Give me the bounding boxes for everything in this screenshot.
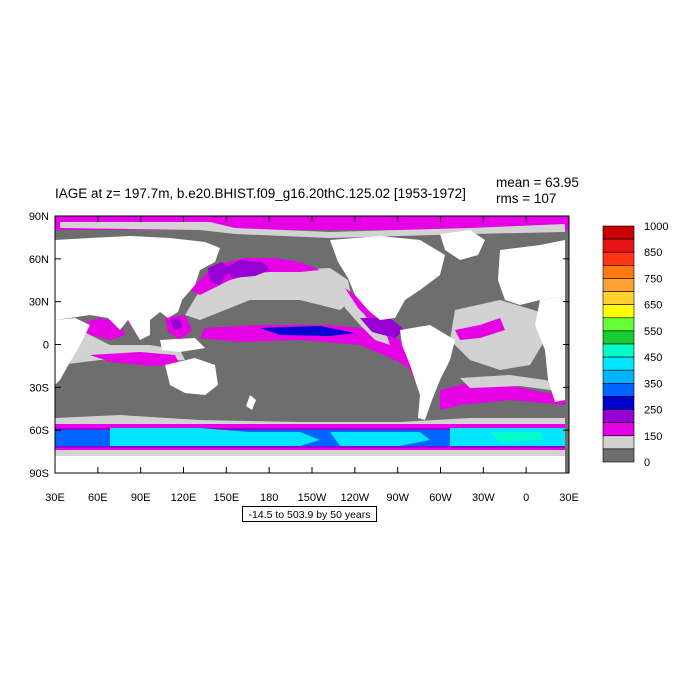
mean-value: mean = 63.95 — [496, 175, 579, 190]
so-aqua — [490, 432, 545, 442]
x-tick-label: 60W — [429, 492, 452, 504]
y-tick-label: 90N — [29, 211, 49, 223]
x-axis: 30E 60E 90E 120E 150E 180 150W 120W 90W 60W 30W 0 30… — [45, 216, 579, 504]
colorbar-box — [602, 448, 635, 463]
y-tick-label: 90S — [29, 468, 49, 480]
land-asia — [55, 236, 220, 340]
colorbar: 1000 850 750 650 550 450 350 250 150 0 — [602, 221, 668, 469]
x-tick-label: 150E — [213, 492, 239, 504]
y-axis: 90N 60N 30N 0 30S 60S 90S — [29, 211, 569, 480]
colorbar-box — [602, 291, 635, 305]
colorbar-label: 350 — [644, 378, 662, 390]
land-greenland — [440, 230, 485, 260]
scs-purple — [170, 318, 182, 330]
x-tick-label: 150W — [298, 492, 327, 504]
y-tick-label: 30S — [29, 382, 49, 394]
eq-pacific-purple-2 — [360, 318, 405, 338]
land-africa-east — [535, 296, 565, 402]
colorbar-box — [602, 317, 635, 332]
land-south-america — [400, 325, 455, 420]
x-tick-label: 30E — [45, 492, 65, 504]
x-tick-label: 180 — [260, 492, 278, 504]
colorbar-label: 750 — [644, 273, 662, 285]
colorbar-box — [602, 343, 635, 358]
colorbar-box — [602, 225, 635, 240]
colorbar-box — [602, 369, 635, 384]
so-cyan-2 — [330, 432, 430, 446]
x-tick-label: 30E — [559, 492, 579, 504]
land-north-america — [330, 236, 445, 320]
land-masses — [55, 230, 565, 473]
land-europe — [498, 240, 565, 305]
eq-pacific-purple — [260, 326, 355, 336]
colorbar-box — [602, 251, 635, 266]
colorbar-box — [602, 409, 635, 423]
x-tick-label: 90W — [386, 492, 409, 504]
x-tick-label: 120E — [171, 492, 197, 504]
colorbar-box — [602, 304, 635, 319]
land-nz — [246, 395, 256, 410]
x-tick-label: 120W — [340, 492, 369, 504]
land-indonesia — [160, 338, 205, 352]
y-tick-label: 60N — [29, 254, 49, 266]
arabian-magenta — [75, 318, 125, 340]
colorbar-label: 150 — [644, 431, 662, 443]
okhotsk-blue — [208, 262, 230, 285]
land-australia — [165, 358, 218, 395]
colorbar-label: 650 — [644, 300, 662, 312]
x-tick-label: 60E — [88, 492, 108, 504]
x-tick-label: 90E — [131, 492, 151, 504]
atlantic-grey-s — [460, 375, 565, 392]
map-field — [55, 216, 569, 473]
rms-value: rms = 107 — [496, 191, 557, 206]
plot-title: IAGE at z= 197.7m, b.e20.BHIST.f09_g16.2… — [55, 186, 466, 201]
land-africa — [55, 318, 90, 385]
so-cyan-1 — [110, 428, 320, 446]
colorbar-box — [602, 422, 635, 437]
colorbar-box — [602, 435, 635, 450]
colorbar-box — [602, 238, 635, 253]
indian-magenta-band — [90, 352, 180, 366]
colorbar-label: 450 — [644, 352, 662, 364]
colorbar-box — [602, 383, 635, 397]
so-grey-south — [55, 450, 565, 456]
atlantic-magenta-n — [455, 318, 505, 340]
colorbar-box — [602, 356, 635, 371]
atlantic-grey — [450, 300, 545, 370]
colorbar-box — [602, 330, 635, 345]
colorbar-box — [602, 278, 635, 292]
arctic-grey — [60, 222, 565, 238]
land-antarctica — [55, 456, 565, 473]
bering-purple — [225, 260, 270, 278]
x-tick-label: 30W — [472, 492, 495, 504]
colorbar-label: 550 — [644, 326, 662, 338]
y-tick-label: 60S — [29, 425, 49, 437]
colorbar-label: 1000 — [644, 221, 668, 233]
colorbar-label: 0 — [644, 457, 650, 469]
colorbar-box — [602, 265, 635, 279]
colorbar-label: 850 — [644, 247, 662, 259]
colorbar-label: 250 — [644, 405, 662, 417]
x-tick-label: 0 — [523, 492, 529, 504]
y-tick-label: 0 — [43, 340, 49, 352]
contour-range-note: -14.5 to 503.9 by 50 years — [242, 506, 377, 522]
y-tick-label: 30N — [29, 297, 49, 309]
colorbar-box — [602, 396, 635, 410]
